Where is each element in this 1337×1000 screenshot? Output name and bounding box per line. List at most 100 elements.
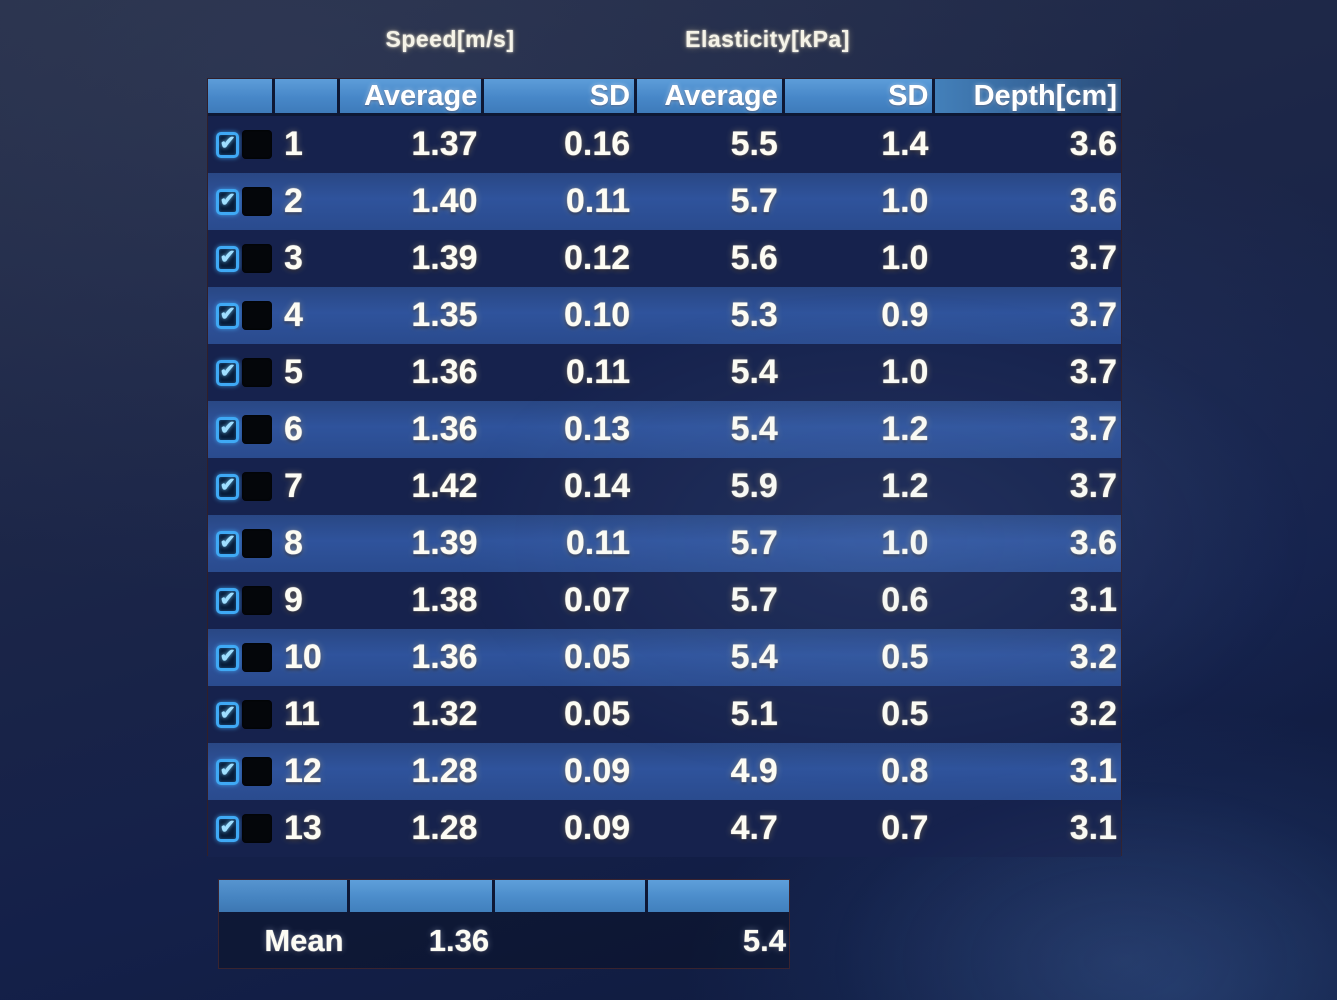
speed-sd-value: 0.11: [565, 353, 631, 391]
measurements-table: Average SD Average SD Depth[cm] ✔ 1 1.37…: [207, 78, 1122, 857]
depth-value: 3.1: [1069, 752, 1118, 790]
depth-value: 3.1: [1069, 809, 1118, 847]
elasticity-sd-value: 0.5: [881, 695, 929, 733]
color-swatch: [242, 244, 272, 273]
checkmark-icon: ✔: [219, 361, 236, 382]
row-checkbox-cell: ✔: [208, 230, 272, 287]
row-checkbox[interactable]: ✔: [216, 815, 240, 842]
elasticity-average-value: 4.7: [730, 809, 778, 847]
checkmark-icon: ✔: [219, 817, 236, 838]
depth-value: 3.7: [1069, 410, 1118, 448]
row-checkbox-cell: ✔: [208, 401, 272, 458]
row-checkbox[interactable]: ✔: [216, 701, 240, 728]
table-row: ✔ 8 1.39 0.11 5.7 1.0 3.6: [208, 515, 1121, 572]
row-checkbox-cell: ✔: [208, 173, 272, 230]
row-checkbox[interactable]: ✔: [216, 188, 240, 215]
elasticity-group-header: Elasticity[kPa]: [685, 26, 850, 52]
row-checkbox-cell: ✔: [208, 800, 272, 857]
color-swatch: [242, 586, 272, 615]
table-header-row: Average SD Average SD Depth[cm]: [208, 79, 1121, 113]
color-swatch: [242, 358, 272, 387]
row-checkbox[interactable]: ✔: [216, 416, 240, 443]
color-swatch: [242, 529, 272, 558]
depth-value: 3.1: [1069, 581, 1118, 619]
mean-label: Mean: [264, 923, 344, 958]
speed-sd-value: 0.16: [563, 125, 631, 163]
mean-header-segment: [349, 880, 493, 912]
row-checkbox[interactable]: ✔: [216, 530, 240, 557]
table-row: ✔ 3 1.39 0.12 5.6 1.0 3.7: [208, 230, 1121, 287]
elasticity-average-value: 5.4: [730, 410, 778, 448]
speed-average-value: 1.38: [411, 581, 478, 619]
row-checkbox[interactable]: ✔: [216, 359, 240, 386]
elasticity-average-value: 5.3: [730, 296, 778, 334]
speed-sd-value: 0.05: [563, 695, 631, 733]
color-swatch: [242, 301, 272, 330]
mean-elasticity-value: 5.4: [742, 923, 786, 958]
row-index: 7: [284, 467, 303, 505]
mean-summary-block: Mean 1.36 5.4: [218, 879, 790, 969]
color-swatch: [242, 700, 272, 729]
row-index: 5: [284, 353, 303, 391]
speed-average-value: 1.28: [411, 752, 478, 790]
row-checkbox-cell: ✔: [208, 287, 272, 344]
checkmark-icon: ✔: [219, 247, 236, 268]
row-checkbox[interactable]: ✔: [216, 587, 240, 614]
header-speed-average: Average: [339, 79, 482, 113]
row-checkbox-cell: ✔: [208, 686, 272, 743]
row-checkbox-cell: ✔: [208, 515, 272, 572]
depth-value: 3.6: [1069, 182, 1118, 220]
elasticity-average-value: 5.7: [730, 524, 778, 562]
speed-average-value: 1.40: [411, 182, 478, 220]
table-row: ✔ 2 1.40 0.11 5.7 1.0 3.6: [208, 173, 1121, 230]
color-swatch: [242, 814, 272, 843]
row-checkbox-cell: ✔: [208, 743, 272, 800]
row-checkbox[interactable]: ✔: [216, 473, 240, 500]
elasticity-average-value: 5.9: [730, 467, 778, 505]
elasticity-sd-value: 1.4: [881, 125, 929, 163]
depth-value: 3.7: [1069, 239, 1118, 277]
elasticity-sd-value: 1.2: [881, 410, 929, 448]
checkmark-icon: ✔: [219, 475, 236, 496]
depth-value: 3.6: [1069, 125, 1118, 163]
checkmark-icon: ✔: [219, 760, 236, 781]
table-row: ✔ 10 1.36 0.05 5.4 0.5 3.2: [208, 629, 1121, 686]
mean-empty-cell: [495, 914, 644, 968]
row-checkbox[interactable]: ✔: [216, 644, 240, 671]
speed-average-value: 1.32: [411, 695, 478, 733]
row-checkbox[interactable]: ✔: [216, 245, 240, 272]
speed-average-value: 1.39: [411, 524, 478, 562]
speed-average-value: 1.28: [411, 809, 478, 847]
speed-group-header: Speed[m/s]: [385, 26, 515, 52]
speed-sd-value: 0.10: [563, 296, 631, 334]
speed-sd-value: 0.11: [565, 182, 631, 220]
table-row: ✔ 12 1.28 0.09 4.9 0.8 3.1: [208, 743, 1121, 800]
color-swatch: [242, 130, 272, 159]
row-checkbox[interactable]: ✔: [216, 758, 240, 785]
row-checkbox[interactable]: ✔: [216, 302, 240, 329]
speed-sd-value: 0.14: [563, 467, 631, 505]
elasticity-sd-value: 1.0: [881, 524, 929, 562]
row-index: 10: [284, 638, 322, 676]
mean-header-segment: [219, 880, 347, 912]
elasticity-average-value: 5.7: [730, 182, 778, 220]
checkmark-icon: ✔: [219, 703, 236, 724]
row-index: 2: [284, 182, 303, 220]
table-row: ✔ 1 1.37 0.16 5.5 1.4 3.6: [208, 116, 1121, 173]
row-index: 13: [284, 809, 322, 847]
elasticity-average-value: 4.9: [730, 752, 778, 790]
header-elasticity-average: Average: [637, 79, 782, 113]
table-row: ✔ 11 1.32 0.05 5.1 0.5 3.2: [208, 686, 1121, 743]
checkmark-icon: ✔: [219, 190, 236, 211]
row-index: 11: [284, 695, 320, 733]
mean-header-segment: [495, 880, 645, 912]
speed-average-value: 1.39: [411, 239, 478, 277]
elasticity-average-value: 5.6: [730, 239, 778, 277]
mean-header-bar: [219, 880, 789, 912]
speed-average-value: 1.36: [411, 638, 478, 676]
row-checkbox[interactable]: ✔: [216, 131, 240, 158]
table-row: ✔ 5 1.36 0.11 5.4 1.0 3.7: [208, 344, 1121, 401]
color-swatch: [242, 472, 272, 501]
elasticity-average-value: 5.7: [730, 581, 778, 619]
table-row: ✔ 13 1.28 0.09 4.7 0.7 3.1: [208, 800, 1121, 857]
